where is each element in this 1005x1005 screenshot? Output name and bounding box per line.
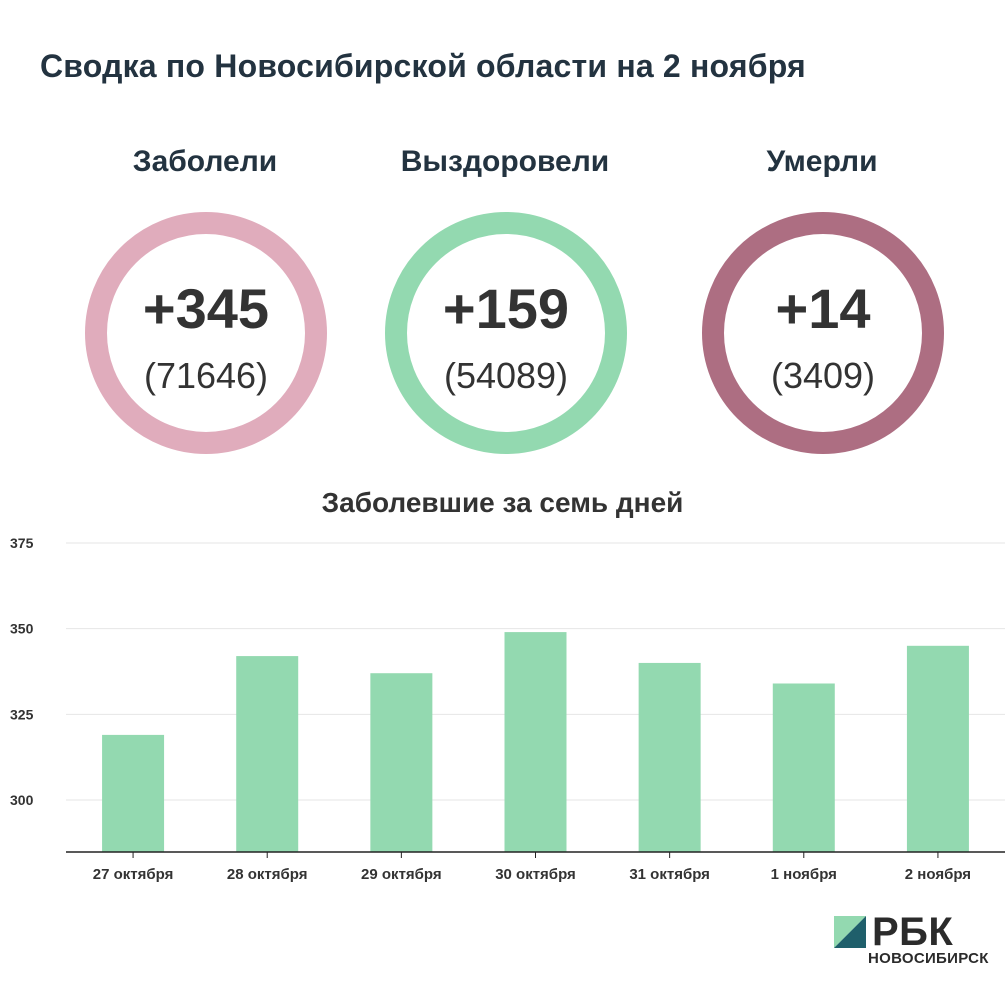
bar	[638, 662, 701, 852]
brand-name: РБК	[872, 910, 954, 954]
brand-logo: РБК НОВОСИБИРСК	[834, 912, 999, 972]
stat-recovered: Выздоровели +159 (54089)	[345, 145, 665, 475]
stat-total: (3409)	[770, 355, 876, 396]
stat-ring: +159 (54089)	[385, 212, 627, 454]
stat-deaths: Умерли +14 (3409)	[662, 145, 982, 475]
x-tick-label: 29 октября	[361, 866, 442, 883]
bar	[772, 683, 835, 852]
bar	[906, 645, 969, 852]
stat-delta: +14	[775, 277, 871, 340]
brand-city: НОВОСИБИРСК	[868, 950, 989, 967]
stat-infected: Заболели +345 (71646)	[45, 145, 365, 475]
bar	[102, 734, 165, 852]
y-tick-label: 350	[10, 621, 34, 637]
y-tick-label: 375	[10, 535, 34, 551]
stat-delta: +345	[142, 277, 270, 340]
y-tick-label: 325	[10, 706, 34, 722]
x-tick-label: 1 ноября	[771, 866, 837, 883]
bar	[370, 673, 433, 852]
stat-delta: +159	[442, 277, 570, 340]
x-tick-label: 27 октября	[93, 866, 174, 883]
x-tick-label: 30 октября	[495, 866, 576, 883]
brand-mark-icon	[834, 916, 866, 948]
y-tick-label: 300	[10, 792, 34, 808]
chart-title: Заболевшие за семь дней	[321, 487, 684, 518]
bar-chart: 300 325 350 375 27 октября 28 октября 29 октяб…	[10, 535, 1005, 883]
x-tick-label: 31 октября	[629, 866, 710, 883]
stat-total: (71646)	[143, 355, 269, 396]
page-title: Сводка по Новосибирской области на 2 ноя…	[40, 48, 806, 84]
bar	[236, 656, 299, 852]
x-tick-label: 28 октября	[227, 866, 308, 883]
stat-label: Заболели	[132, 145, 278, 178]
stat-label: Выздоровели	[400, 145, 610, 178]
x-tick-label: 2 ноября	[905, 866, 971, 883]
bar	[504, 632, 567, 852]
stat-total: (54089)	[443, 355, 569, 396]
stat-label: Умерли	[766, 145, 878, 178]
